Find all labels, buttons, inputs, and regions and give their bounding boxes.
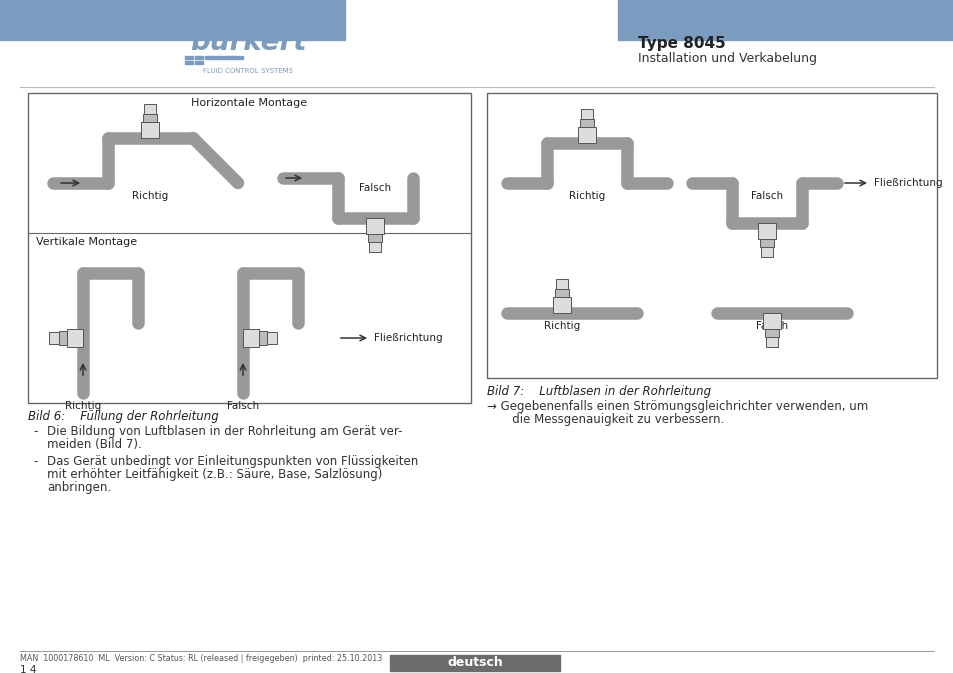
Text: Type 8045: Type 8045 [638,36,725,51]
Bar [760,247,772,257]
Bar [267,332,276,344]
Text: Richtig: Richtig [543,321,579,331]
Text: Vertikale Montage: Vertikale Montage [36,237,137,247]
Bar [368,234,381,242]
Bar [185,61,193,64]
Bar [760,239,773,247]
Bar [618,0,953,40]
Bar [579,119,594,127]
Text: meiden (Bild 7).: meiden (Bild 7). [47,438,142,451]
Bar [144,104,156,114]
Text: Falsch: Falsch [227,401,259,411]
Text: Richtig: Richtig [568,191,604,201]
Bar [59,331,67,345]
Text: → Gegebenenfalls einen Strömungsgleichrichter verwenden, um: → Gegebenenfalls einen Strömungsgleichri… [486,400,867,413]
Text: Die Bildung von Luftblasen in der Rohrleitung am Gerät ver-: Die Bildung von Luftblasen in der Rohrle… [47,425,402,438]
Bar [764,329,779,337]
Text: Richtig: Richtig [132,191,168,201]
Bar [49,332,59,344]
Bar [0,0,345,40]
Text: Installation und Verkabelung: Installation und Verkabelung [638,52,816,65]
Text: Falsch: Falsch [358,183,391,193]
Bar [28,93,471,403]
Text: -: - [33,425,37,438]
Text: anbringen.: anbringen. [47,481,111,494]
Bar [578,127,596,143]
Bar [205,56,243,59]
Text: deutsch: deutsch [447,656,502,670]
Bar [758,223,775,239]
Bar [369,242,380,252]
Text: mit erhöhter Leitfähigkeit (z.B.: Säure, Base, Salzlösung): mit erhöhter Leitfähigkeit (z.B.: Säure,… [47,468,382,481]
Text: Bild 6:    Füllung der Rohrleitung: Bild 6: Füllung der Rohrleitung [28,410,218,423]
Text: Falsch: Falsch [750,191,782,201]
Text: bürkert: bürkert [190,28,306,56]
Text: Bild 7:    Luftblasen in der Rohrleitung: Bild 7: Luftblasen in der Rohrleitung [486,385,710,398]
Bar [194,61,203,64]
Bar [762,313,781,329]
Bar [258,331,267,345]
Text: Das Gerät unbedingt vor Einleitungspunkten von Flüssigkeiten: Das Gerät unbedingt vor Einleitungspunkt… [47,455,417,468]
Text: Falsch: Falsch [755,321,787,331]
Bar [390,655,559,671]
Text: FLUID CONTROL SYSTEMS: FLUID CONTROL SYSTEMS [203,68,293,74]
Text: Fließrichtung: Fließrichtung [374,333,442,343]
Bar [555,289,568,297]
Bar [141,122,159,138]
Bar [765,337,778,347]
Text: die Messgenauigkeit zu verbessern.: die Messgenauigkeit zu verbessern. [500,413,723,426]
Text: Richtig: Richtig [65,401,101,411]
Bar [67,329,83,347]
Bar [580,109,593,119]
Text: Fließrichtung: Fließrichtung [873,178,942,188]
Text: -: - [33,455,37,468]
Bar [194,56,203,59]
Bar [553,297,571,313]
Bar [486,93,936,378]
Bar [366,218,384,234]
Bar [143,114,157,122]
Text: 1 4: 1 4 [20,665,36,673]
Bar [556,279,567,289]
Bar [185,56,193,59]
Bar [243,329,258,347]
Text: MAN  1000178610  ML  Version: C Status: RL (released | freigegeben)  printed: 25: MAN 1000178610 ML Version: C Status: RL … [20,654,382,663]
Text: Horizontale Montage: Horizontale Montage [192,98,307,108]
